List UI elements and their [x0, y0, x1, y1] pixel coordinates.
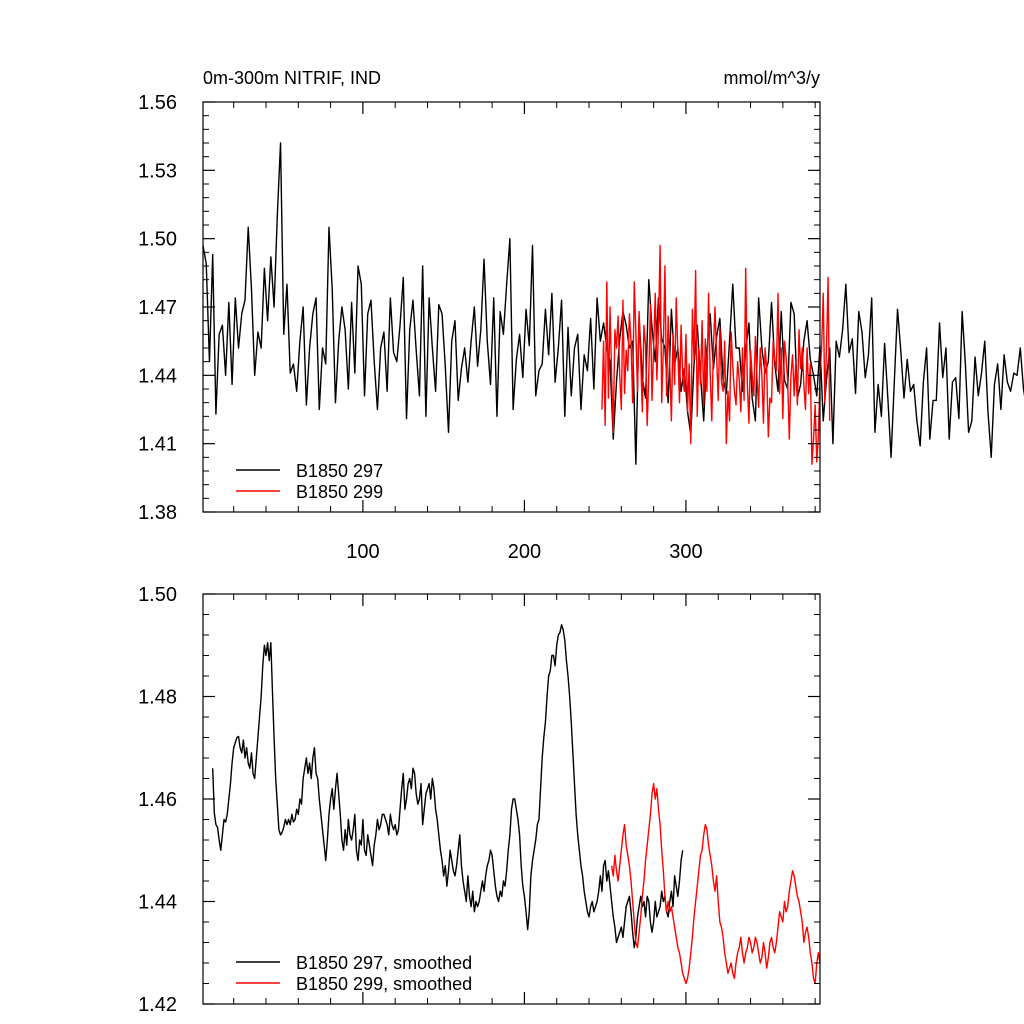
y-tick-label: 1.44: [138, 365, 177, 387]
y-tick-label: 1.48: [138, 687, 177, 709]
y-tick-label: 1.56: [138, 92, 177, 114]
x-tick-label: 200: [508, 541, 541, 563]
series-line-1: [211, 624, 684, 949]
top-plot-title: 0m-300m NITRIF, IND: [203, 68, 381, 88]
legend-label: B1850 297, smoothed: [296, 953, 472, 973]
series-line-2: [610, 782, 821, 985]
x-tick-label: 100: [346, 541, 379, 563]
y-tick-label: 1.47: [138, 297, 177, 319]
y-tick-label: 1.46: [138, 789, 177, 811]
legend-label: B1850 297: [296, 461, 383, 481]
y-tick-label: 1.42: [138, 994, 177, 1016]
top-plot-axes: 1.38 1.41 1.44 1.47 1.50 1.53 1.56 100 200 300: [138, 92, 820, 563]
top-plot: 0m-300m NITRIF, IND mmol/m^3/y 1.381.411…: [138, 68, 1024, 563]
bottom-plot-frame: [202, 593, 821, 1005]
legend-label: B1850 299, smoothed: [296, 974, 472, 994]
bottom-plot: 1.42 1.44 1.46 1.48 1.50 B1850 297, smoothed…: [138, 584, 821, 1016]
series-line-1: [202, 142, 1024, 465]
series-line-2: [601, 244, 831, 465]
bottom-plot-series-layer: [211, 624, 821, 985]
legend-label: B1850 299: [296, 482, 383, 502]
y-tick-label: 1.50: [138, 584, 177, 606]
bottom-plot-axes: 1.42 1.44 1.46 1.48 1.50: [138, 584, 820, 1016]
top-plot-series-layer: [202, 142, 1024, 465]
y-tick-label: 1.38: [138, 502, 177, 524]
top-plot-units: mmol/m^3/y: [724, 68, 820, 88]
y-tick-label: 1.44: [138, 892, 177, 914]
y-tick-label: 1.50: [138, 229, 177, 251]
y-tick-label: 1.53: [138, 160, 177, 182]
x-tick-label: 300: [669, 541, 702, 563]
y-tick-label: 1.41: [138, 434, 177, 456]
